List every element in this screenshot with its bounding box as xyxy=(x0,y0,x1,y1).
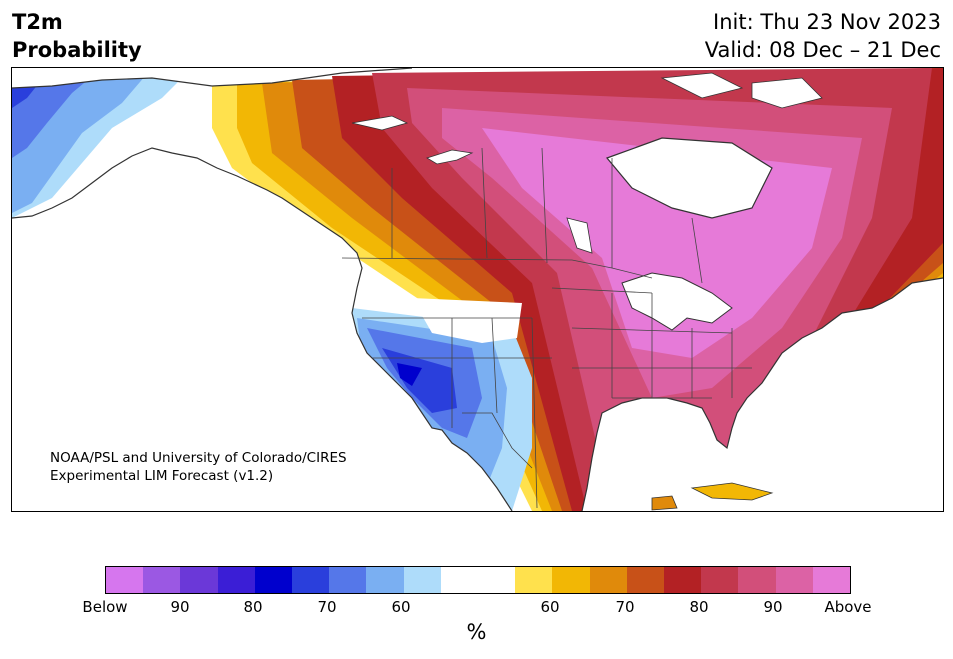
colorbar-tick-label: 90 xyxy=(763,598,783,616)
colorbar-tick-label: 80 xyxy=(243,598,263,616)
colorbar-tick-label: 60 xyxy=(391,598,411,616)
colorbar-swatch xyxy=(701,567,739,593)
colorbar-tick-label: 90 xyxy=(170,598,190,616)
colorbar-tick-label: Below xyxy=(82,598,128,616)
hudson-bay xyxy=(605,137,773,219)
colorbar-swatch xyxy=(403,567,441,593)
colorbar-swatch xyxy=(626,567,665,593)
title-line-1: T2m xyxy=(12,10,63,34)
map-title: T2m Probability xyxy=(12,8,142,64)
colorbar-swatch xyxy=(515,567,553,593)
colorbar-swatch xyxy=(812,567,851,593)
colorbar-swatch xyxy=(254,567,293,593)
credit-line-1: NOAA/PSL and University of Colorado/CIRE… xyxy=(50,450,347,466)
colorbar-swatch xyxy=(738,567,776,593)
colorbar-swatch xyxy=(292,567,330,593)
colorbar xyxy=(105,566,851,594)
credit-text: NOAA/PSL and University of Colorado/CIRE… xyxy=(50,449,347,485)
colorbar-swatch xyxy=(552,567,590,593)
northern-lakes xyxy=(351,115,593,254)
colorbar-swatch xyxy=(217,567,255,593)
init-date: Init: Thu 23 Nov 2023 xyxy=(713,10,941,34)
borders xyxy=(341,147,752,509)
probability-map: NOAA/PSL and University of Colorado/CIRE… xyxy=(11,67,944,512)
colorbar-unit: % xyxy=(466,620,487,644)
map-svg xyxy=(12,68,943,511)
credit-line-2: Experimental LIM Forecast (v1.2) xyxy=(50,468,274,484)
title-line-2: Probability xyxy=(12,38,142,62)
colorbar-swatch xyxy=(440,567,479,593)
colorbar-swatch xyxy=(366,567,404,593)
colorbar-swatch xyxy=(329,567,367,593)
coastline xyxy=(12,68,943,511)
colorbar-swatch xyxy=(143,567,181,593)
colorbar-tick-label: 80 xyxy=(689,598,709,616)
colorbar-tick-label: 70 xyxy=(317,598,337,616)
colorbar-swatch xyxy=(775,567,813,593)
colorbar-tick-label: 70 xyxy=(615,598,635,616)
colorbar-swatch xyxy=(664,567,702,593)
valid-range: Valid: 08 Dec – 21 Dec xyxy=(704,38,941,62)
colorbar-tick-label: Above xyxy=(824,598,872,616)
colorbar-swatch xyxy=(589,567,627,593)
forecast-dates: Init: Thu 23 Nov 2023 Valid: 08 Dec – 21… xyxy=(705,8,941,64)
colorbar-swatch xyxy=(180,567,218,593)
islands xyxy=(651,72,823,511)
colorbar-swatch xyxy=(106,567,144,593)
colorbar-tick-label: 60 xyxy=(540,598,560,616)
colorbar-swatch xyxy=(478,567,516,593)
great-lakes xyxy=(621,272,733,331)
colorbar-labels: Below 90 80 70 60 60 70 80 90 Above xyxy=(0,598,953,620)
